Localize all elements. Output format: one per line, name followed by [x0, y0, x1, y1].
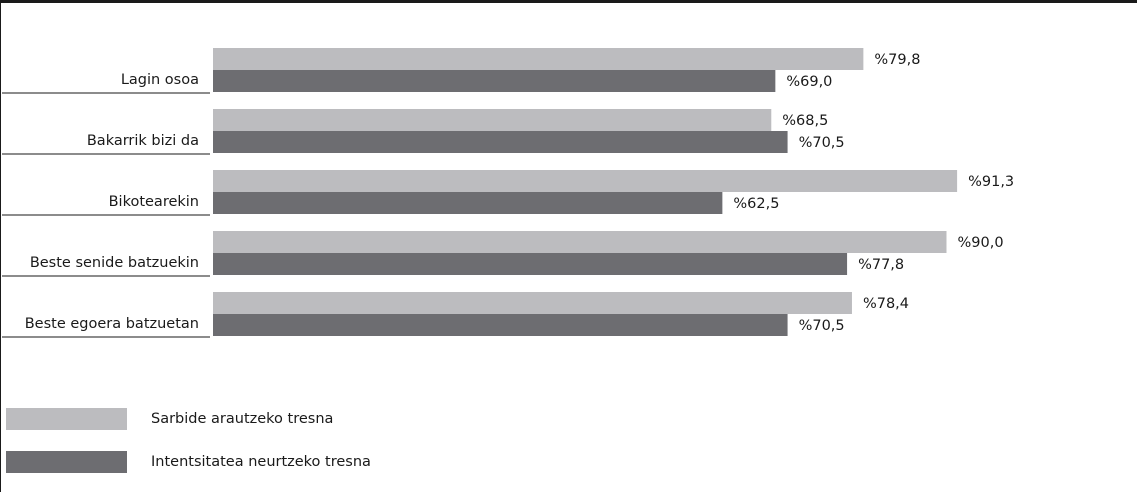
legend-swatch-intensity	[6, 451, 127, 473]
category-label: Bikotearekin	[109, 194, 199, 210]
bar	[213, 70, 776, 92]
category-label: Beste egoera batzuetan	[25, 316, 199, 332]
legend-label-access: Sarbide arautzeko tresna	[151, 411, 334, 427]
data-label: %91,3	[968, 174, 1014, 190]
legend-swatch-access	[6, 408, 127, 430]
bar	[213, 253, 848, 275]
data-label: %68,5	[782, 113, 828, 129]
bar-chart: Lagin osoa Bakarrik bizi da Bikotearekin Be…	[2, 48, 1014, 338]
bar	[213, 48, 864, 70]
bar	[213, 109, 772, 131]
category-label: Beste senide batzuekin	[30, 255, 199, 271]
bar	[213, 170, 958, 192]
bars	[213, 48, 958, 336]
data-label: %79,8	[874, 52, 920, 68]
data-label: %90,0	[958, 235, 1004, 251]
data-label: %69,0	[786, 74, 832, 90]
bar	[213, 192, 723, 214]
data-label: %77,8	[858, 257, 904, 273]
data-label: %70,5	[799, 135, 845, 151]
bar	[213, 292, 852, 314]
bar	[213, 314, 788, 336]
legend-item-access: Sarbide arautzeko tresna	[6, 408, 406, 430]
data-label: %70,5	[799, 318, 845, 334]
category-label: Bakarrik bizi da	[87, 133, 199, 149]
bar	[213, 131, 788, 153]
data-label: %78,4	[863, 296, 909, 312]
category-label: Lagin osoa	[121, 72, 199, 88]
category-axis: Lagin osoa Bakarrik bizi da Bikotearekin Be…	[2, 72, 210, 338]
data-labels: %79,8 %69,0 %68,5 %70,5 %91,3 %62,5 %90,0 %77,8…	[733, 52, 1014, 334]
legend-label-intensity: Intentsitatea neurtzeko tresna	[151, 454, 371, 470]
bar	[213, 231, 947, 253]
data-label: %62,5	[733, 196, 779, 212]
legend-item-intensity: Intentsitatea neurtzeko tresna	[6, 451, 406, 473]
